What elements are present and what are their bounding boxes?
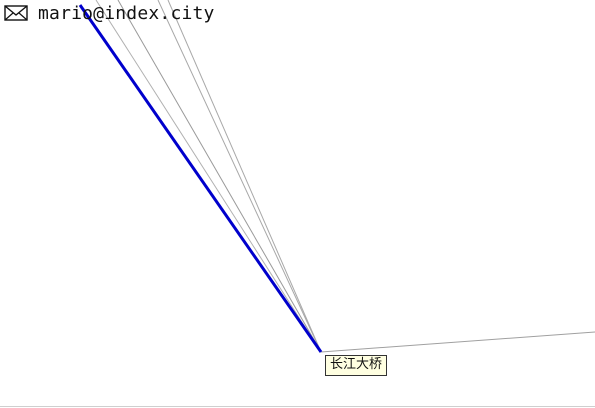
highlighted-route[interactable]	[78, 4, 323, 353]
header: mario@index.city	[4, 0, 215, 26]
road-line	[117, 0, 322, 353]
envelope-icon[interactable]	[4, 4, 28, 22]
bottom-divider	[0, 406, 595, 407]
road-line	[167, 0, 322, 353]
road-line	[95, 0, 322, 353]
station-label[interactable]: 长江大桥	[325, 355, 388, 376]
email-address[interactable]: mario@index.city	[38, 2, 215, 24]
road-line	[157, 0, 322, 353]
road-line	[320, 331, 595, 353]
